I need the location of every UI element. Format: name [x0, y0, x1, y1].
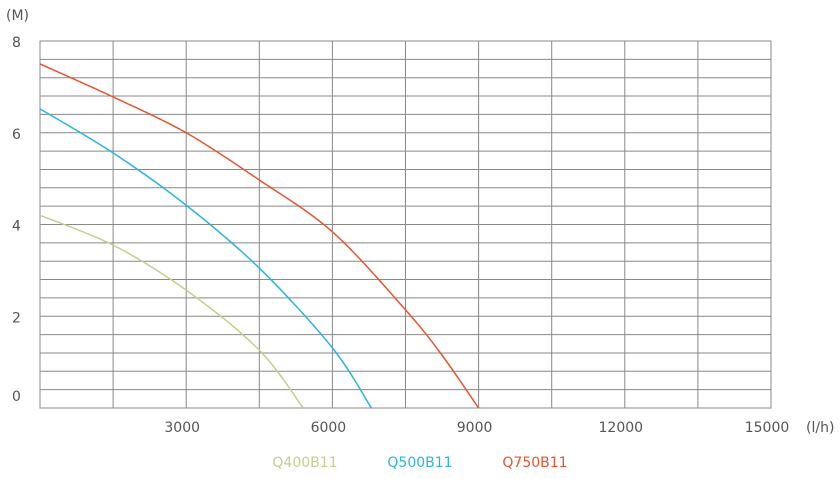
y-axis-label: (M) — [6, 8, 29, 24]
y-tick-label: 2 — [12, 310, 21, 326]
legend-label: Q750B11 — [502, 455, 567, 471]
series-line — [39, 214, 304, 409]
legend-label: Q500B11 — [387, 455, 452, 471]
x-tick-label: 12000 — [599, 420, 644, 436]
y-tick-label: 8 — [12, 35, 21, 51]
series-line — [39, 63, 480, 409]
x-tick-label: 15000 — [745, 420, 790, 436]
series-line — [39, 108, 373, 409]
x-tick-label: 3000 — [164, 420, 200, 436]
y-tick-label: 0 — [12, 389, 21, 405]
x-tick-label: 9000 — [457, 420, 493, 436]
legend-label: Q400B11 — [272, 455, 337, 471]
y-tick-label: 4 — [12, 219, 21, 235]
x-tick-label: 6000 — [311, 420, 347, 436]
x-axis-label: (l/h) — [806, 420, 834, 436]
y-tick-label: 6 — [12, 127, 21, 143]
